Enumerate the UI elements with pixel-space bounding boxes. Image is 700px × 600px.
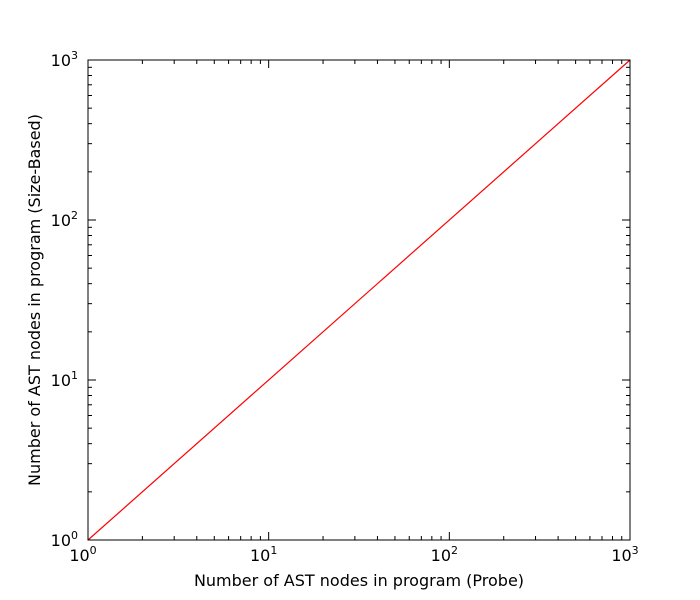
series-layer — [87, 59, 631, 541]
y-tick-label: 101 — [51, 369, 78, 390]
plot-frame — [87, 59, 631, 541]
x-tick-label: 102 — [431, 544, 458, 565]
x-tick-label: 103 — [611, 544, 638, 565]
x-tick-label: 101 — [250, 544, 277, 565]
x-tick-label: 100 — [69, 544, 96, 565]
y-tick-label: 102 — [51, 209, 78, 230]
minor-ticks — [88, 60, 630, 540]
y-tick-label: 103 — [51, 49, 78, 70]
series-line — [87, 59, 631, 541]
y-axis-label: Number of AST nodes in program (Size-Bas… — [25, 114, 44, 486]
x-axis-label: Number of AST nodes in program (Probe) — [194, 571, 524, 590]
x-tick-labels: 100 101 102 103 — [69, 544, 638, 565]
